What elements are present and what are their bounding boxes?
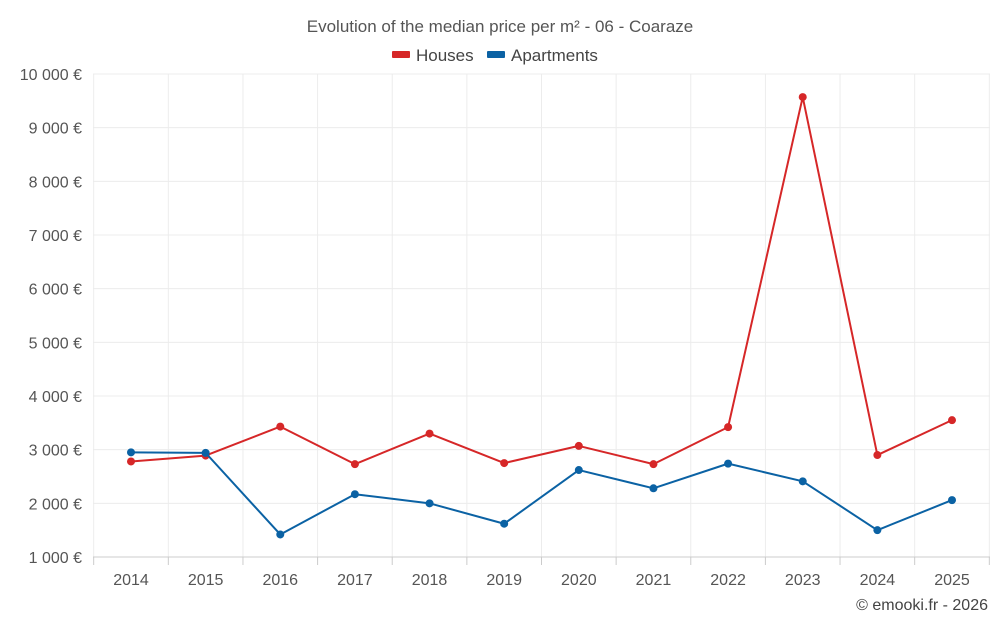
x-tick-label: 2014: [113, 572, 149, 589]
y-tick-label: 4 000 €: [29, 389, 82, 406]
chart-title: Evolution of the median price per m² - 0…: [307, 17, 693, 36]
data-point-apartments[interactable]: [724, 459, 733, 468]
data-point-apartments[interactable]: [276, 530, 285, 539]
data-point-apartments[interactable]: [798, 477, 807, 486]
data-point-houses[interactable]: [500, 459, 509, 468]
data-point-houses[interactable]: [276, 422, 285, 431]
x-tick-label: 2021: [636, 572, 672, 589]
x-tick-label: 2019: [486, 572, 522, 589]
x-tick-label: 2024: [860, 572, 896, 589]
legend-label-apartments[interactable]: Apartments: [511, 46, 598, 65]
x-tick-label: 2020: [561, 572, 597, 589]
legend: Houses Apartments: [392, 46, 598, 65]
credit-text: © emooki.fr - 2026: [856, 597, 988, 614]
data-point-apartments[interactable]: [500, 519, 509, 528]
data-point-houses[interactable]: [724, 423, 733, 432]
series-apartments: [127, 448, 956, 539]
y-tick-label: 3 000 €: [29, 443, 82, 460]
data-point-houses[interactable]: [574, 441, 583, 450]
data-point-apartments[interactable]: [425, 499, 434, 508]
y-tick-label: 10 000 €: [20, 67, 82, 84]
data-point-houses[interactable]: [649, 460, 658, 469]
data-point-houses[interactable]: [948, 416, 956, 425]
y-tick-label: 1 000 €: [29, 550, 82, 567]
data-point-houses[interactable]: [350, 460, 359, 469]
y-tick-label: 9 000 €: [29, 121, 82, 138]
data-point-apartments[interactable]: [201, 448, 210, 457]
data-point-houses[interactable]: [873, 451, 882, 460]
data-point-apartments[interactable]: [873, 526, 882, 535]
x-tick-label: 2015: [188, 572, 224, 589]
y-tick-label: 8 000 €: [29, 174, 82, 191]
data-point-apartments[interactable]: [350, 490, 359, 499]
legend-label-houses[interactable]: Houses: [416, 46, 474, 65]
series-line-houses: [130, 96, 953, 466]
legend-swatch-houses: [392, 51, 410, 58]
y-axis: 1 000 € 2 000 € 3 000 € 4 000 € 5 000 € 6 000…: [20, 67, 82, 567]
y-tick-label: 7 000 €: [29, 228, 82, 245]
x-axis: 2014 2015 2016 2017 2018 2019 2020 2021 2022 2023…: [93, 556, 990, 589]
y-tick-label: 2 000 €: [29, 496, 82, 513]
data-point-houses[interactable]: [798, 93, 807, 102]
data-point-houses[interactable]: [127, 457, 135, 466]
x-tick-label: 2018: [412, 572, 448, 589]
x-tick-label: 2017: [337, 572, 373, 589]
data-point-houses[interactable]: [425, 429, 434, 438]
x-tick-label: 2016: [262, 572, 298, 589]
x-tick-label: 2022: [710, 572, 746, 589]
x-tick-label: 2025: [934, 572, 970, 589]
data-point-apartments[interactable]: [649, 484, 658, 493]
series-line-apartments: [130, 451, 953, 536]
data-point-apartments[interactable]: [948, 496, 956, 505]
x-tick-label: 2023: [785, 572, 821, 589]
data-point-apartments[interactable]: [127, 448, 135, 457]
y-tick-label: 5 000 €: [29, 335, 82, 352]
gridlines: [93, 73, 990, 557]
y-tick-label: 6 000 €: [29, 282, 82, 299]
legend-swatch-apartments: [487, 51, 505, 58]
series: [127, 93, 956, 539]
data-point-apartments[interactable]: [574, 466, 583, 475]
